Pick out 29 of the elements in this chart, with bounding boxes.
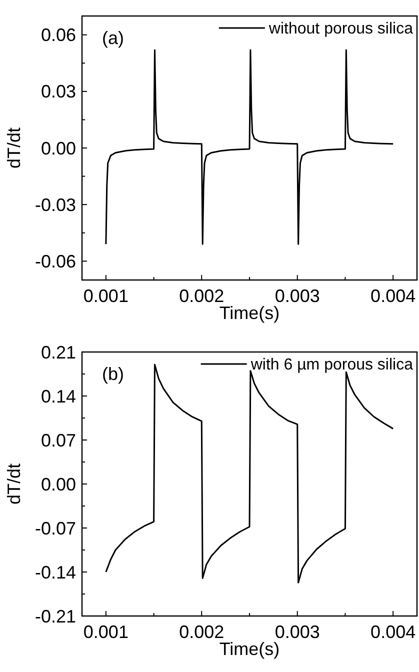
y-axis-title: dT/dt (4, 463, 24, 505)
y-tick-label: 0.00 (40, 138, 76, 158)
x-tick-label: 0.001 (83, 286, 128, 306)
x-tick-label: 0.001 (83, 622, 128, 642)
y-tick-label: -0.21 (34, 606, 76, 626)
y-tick-label: 0.06 (40, 25, 76, 46)
y-tick-label: -0.07 (34, 518, 76, 538)
legend-label: without porous silica (268, 20, 414, 38)
y-tick-label: -0.03 (34, 194, 76, 215)
x-tick-label: 0.002 (179, 622, 224, 642)
y-tick-label: 0.14 (40, 386, 76, 406)
y-tick-label: 0.21 (40, 342, 76, 362)
y-axis-title: dT/dt (4, 127, 24, 169)
x-tick-label: 0.003 (274, 622, 320, 642)
y-tick-label: 0.03 (40, 82, 76, 102)
y-tick-label: 0.00 (40, 474, 76, 494)
x-tick-label: 0.003 (274, 286, 320, 306)
x-axis-title: Time(s) (219, 303, 280, 323)
x-tick-label: 0.002 (179, 286, 224, 306)
x-axis-title: Time(s) (219, 639, 280, 659)
annotation: (a) (102, 28, 124, 48)
x-tick-label: 0.004 (370, 286, 416, 306)
y-tick-label: 0.07 (40, 430, 76, 450)
y-tick-label: -0.06 (34, 251, 76, 272)
x-tick-label: 0.004 (370, 622, 416, 642)
line-series (105, 49, 394, 245)
legend-label: with 6 µm porous silica (250, 356, 414, 374)
y-tick-label: -0.14 (34, 562, 76, 582)
annotation: (b) (102, 364, 124, 384)
